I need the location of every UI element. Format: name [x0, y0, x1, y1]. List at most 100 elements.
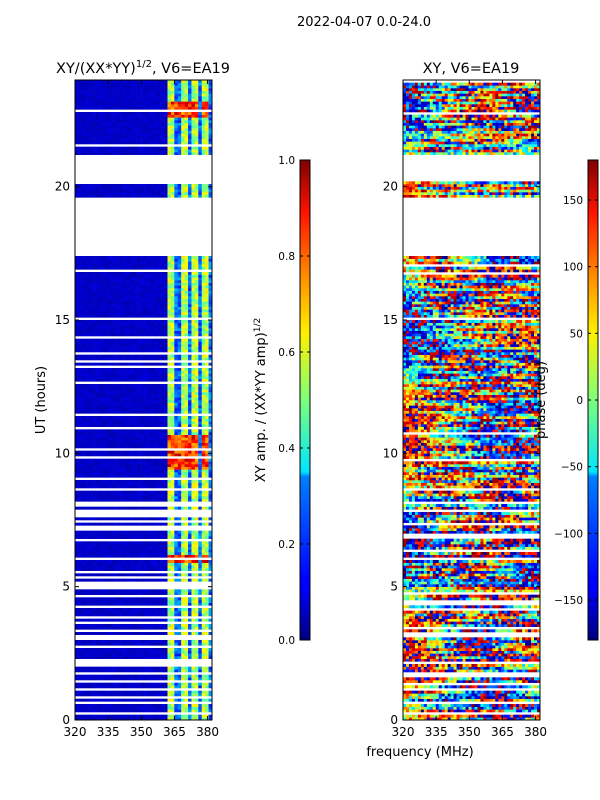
panel1-cell	[177, 408, 182, 411]
panel1-cell	[194, 306, 199, 310]
panel1-cell	[119, 690, 124, 694]
panel1-cell	[167, 554, 172, 558]
panel1-cell	[126, 669, 131, 673]
panel1-cell	[85, 442, 89, 446]
panel1-cell	[177, 544, 182, 547]
panel1-cell	[160, 490, 165, 494]
panel1-cell	[170, 490, 175, 494]
panel1-cell	[119, 698, 124, 702]
panel1-cell	[208, 280, 212, 283]
panel1-cell	[88, 453, 93, 457]
panel1-cell	[105, 693, 110, 697]
panel1-cell	[140, 709, 144, 713]
panel1-cell	[160, 293, 165, 297]
panel1-cell	[112, 517, 117, 521]
panel1-cell	[109, 669, 113, 673]
panel1-cell	[153, 282, 158, 286]
panel1-cell	[184, 280, 189, 283]
panel1-cell	[109, 445, 113, 449]
panel1-cell	[174, 362, 179, 366]
panel1-cell	[95, 306, 100, 310]
panel1-cell	[174, 706, 179, 710]
panel1-cell	[167, 610, 172, 614]
panel1-cell	[181, 290, 185, 294]
panel1-cell	[75, 573, 79, 577]
panel1-cell	[205, 482, 209, 486]
panel1-cell	[146, 466, 151, 470]
panel1-cell	[146, 445, 151, 449]
panel1-cell	[170, 485, 175, 489]
panel1-cell	[75, 517, 79, 521]
panel1-cell	[129, 674, 134, 678]
panel1-cell	[157, 320, 161, 323]
panel1-cell	[85, 282, 89, 286]
panel1-cell	[98, 322, 103, 326]
panel1-cell	[150, 434, 155, 438]
panel1-cell	[184, 282, 189, 286]
panel1-cell	[92, 530, 96, 534]
panel1-cell	[75, 544, 79, 547]
panel1-cell	[208, 656, 212, 659]
panel1-cell	[85, 293, 89, 297]
panel1-cell	[184, 485, 189, 489]
panel1-cell	[85, 656, 89, 659]
panel1-cell	[164, 573, 168, 577]
panel1-cell	[133, 298, 137, 302]
panel1-cell	[191, 640, 196, 643]
panel1-cell	[181, 685, 185, 689]
panel1-cell	[140, 717, 144, 720]
panel1-cell	[119, 485, 124, 489]
panel1-cell	[95, 338, 100, 342]
panel1-cell	[81, 541, 86, 545]
panel1-cell	[181, 384, 185, 387]
panel1-cell	[109, 693, 113, 697]
panel1-cell	[126, 549, 131, 553]
panel1-cell	[126, 400, 131, 403]
panel1-cell	[201, 421, 206, 425]
panel1-cell	[157, 437, 161, 441]
panel1-cell	[157, 536, 161, 539]
panel1-cell	[191, 717, 196, 720]
panel1-cell	[205, 589, 209, 593]
panel1-cell	[160, 656, 165, 659]
panel1-cell	[201, 480, 206, 483]
panel1-cell	[153, 432, 158, 435]
panel1-cell	[116, 416, 120, 419]
panel1-cell	[112, 656, 117, 659]
panel1-cell	[81, 354, 86, 358]
panel1-cell	[153, 597, 158, 601]
panel1-cell	[75, 341, 79, 345]
panel1-cell	[129, 368, 134, 371]
panel1-cell	[201, 325, 206, 329]
panel1-cell	[136, 482, 141, 486]
panel1-cell	[116, 445, 120, 449]
panel1-cell	[198, 397, 203, 401]
panel1-cell	[116, 274, 120, 278]
panel1-cell	[126, 709, 131, 713]
panel1-cell	[98, 453, 103, 457]
panel1-cell	[85, 632, 89, 635]
panel1-cell	[174, 378, 179, 382]
panel1-cell	[133, 354, 137, 358]
panel1-cell	[102, 429, 107, 433]
panel1-cell	[191, 338, 196, 342]
panel1-cell	[126, 648, 131, 651]
panel1-cell	[81, 312, 86, 315]
panel1-cell	[81, 325, 86, 329]
panel1-cell	[143, 610, 148, 614]
panel1-cell	[122, 344, 127, 347]
panel1-cell	[146, 266, 151, 270]
panel1-cell	[133, 536, 137, 539]
panel1-cell	[116, 320, 120, 323]
panel1-cell	[92, 640, 96, 643]
panel1-cell	[88, 549, 93, 553]
panel1-cell	[170, 568, 175, 571]
panel1-cell	[146, 320, 151, 323]
panel1-cell	[116, 690, 120, 694]
panel1-cell	[133, 325, 137, 329]
panel1-cell	[208, 493, 212, 497]
panel1-cell	[81, 389, 86, 393]
panel1-cell	[126, 453, 131, 457]
panel1-cell	[122, 296, 127, 299]
panel1-cell	[150, 306, 155, 310]
